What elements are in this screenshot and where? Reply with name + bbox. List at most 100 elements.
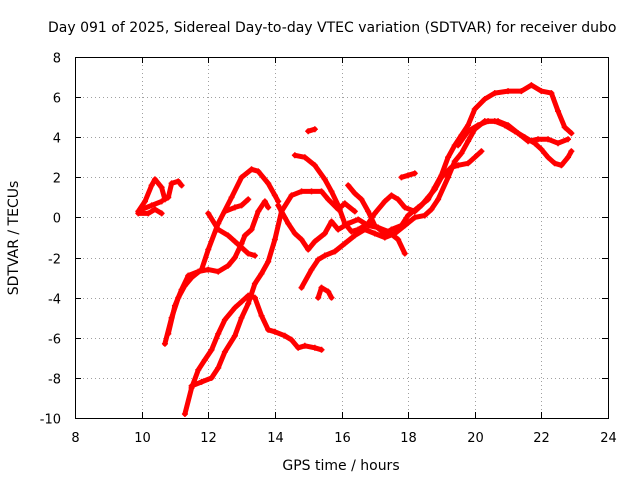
data-point (158, 210, 165, 217)
data-point (265, 258, 272, 265)
data-point (298, 188, 305, 195)
x-tick-label: 14 (267, 431, 284, 446)
data-point (231, 332, 238, 339)
data-point (455, 142, 462, 149)
data-point (265, 326, 272, 333)
data-point (348, 228, 355, 235)
data-point (238, 298, 245, 305)
data-point (288, 336, 295, 343)
data-point (178, 286, 185, 293)
data-point (351, 208, 358, 215)
data-point (195, 268, 202, 275)
data-point (341, 240, 348, 247)
data-point (208, 346, 215, 353)
data-point (471, 154, 478, 161)
data-point (251, 252, 258, 259)
data-point (491, 90, 498, 97)
data-point (275, 202, 282, 209)
x-tick-label: 22 (533, 431, 550, 446)
data-point (258, 270, 265, 277)
data-point (388, 226, 395, 233)
data-point (238, 174, 245, 181)
y-tick-label: -4 (48, 293, 61, 308)
data-point (405, 172, 412, 179)
series-track-o (345, 82, 574, 236)
y-tick-label: -2 (48, 253, 61, 268)
x-tick-label: 12 (200, 431, 217, 446)
data-point (178, 182, 185, 189)
data-point (401, 250, 408, 257)
data-point (138, 206, 145, 213)
data-point (565, 154, 572, 161)
y-tick-label: 0 (53, 212, 61, 227)
data-point (301, 154, 308, 161)
series-track-i (222, 196, 251, 214)
data-point (215, 364, 222, 371)
data-point (201, 356, 208, 363)
data-point (555, 140, 562, 147)
data-point (315, 294, 322, 301)
data-point (405, 212, 412, 219)
data-point (311, 162, 318, 169)
y-tick-label: 4 (53, 132, 61, 147)
data-point (425, 196, 432, 203)
data-point (365, 208, 372, 215)
data-point (381, 198, 388, 205)
data-point (215, 330, 222, 337)
data-point (271, 328, 278, 335)
data-point (391, 230, 398, 237)
data-point (398, 174, 405, 181)
grid-layer (75, 57, 608, 418)
series-layer (135, 82, 575, 417)
y-tick-label: -10 (40, 413, 61, 428)
data-point (251, 280, 258, 287)
data-point (188, 382, 195, 389)
data-point (215, 226, 222, 233)
data-point (485, 118, 492, 125)
data-point (205, 266, 212, 273)
x-tick-label: 8 (71, 431, 79, 446)
data-point (238, 244, 245, 251)
data-point (198, 378, 205, 385)
data-point (371, 230, 378, 237)
data-point (561, 124, 568, 131)
data-point (335, 226, 342, 233)
data-point (271, 236, 278, 243)
data-point (308, 266, 315, 273)
data-point (545, 154, 552, 161)
data-point (311, 238, 318, 245)
data-point (205, 210, 212, 217)
x-tick-label: 10 (134, 431, 151, 446)
data-point (431, 184, 438, 191)
data-point (538, 88, 545, 95)
data-point (311, 126, 318, 133)
series-track-a (135, 176, 185, 214)
data-point (301, 342, 308, 349)
x-tick-label: 16 (334, 431, 351, 446)
data-point (231, 304, 238, 311)
data-point (308, 188, 315, 195)
data-point (265, 204, 272, 211)
data-point (341, 220, 348, 227)
data-point (171, 302, 178, 309)
series-track-n (315, 285, 334, 301)
data-point (221, 348, 228, 355)
data-point (555, 108, 562, 115)
data-point (388, 192, 395, 199)
data-point (318, 188, 325, 195)
data-point (215, 268, 222, 275)
data-point (465, 122, 472, 129)
data-point (185, 272, 192, 279)
data-point (251, 294, 258, 301)
data-point (495, 118, 502, 125)
y-tick-label: 8 (53, 52, 61, 67)
data-point (361, 226, 368, 233)
data-point (358, 196, 365, 203)
data-point (325, 196, 332, 203)
y-axis-label: SDTVAR / TECUs (6, 181, 22, 296)
data-point (245, 250, 252, 257)
data-point (525, 138, 532, 145)
data-point (135, 210, 142, 217)
data-point (395, 236, 402, 243)
